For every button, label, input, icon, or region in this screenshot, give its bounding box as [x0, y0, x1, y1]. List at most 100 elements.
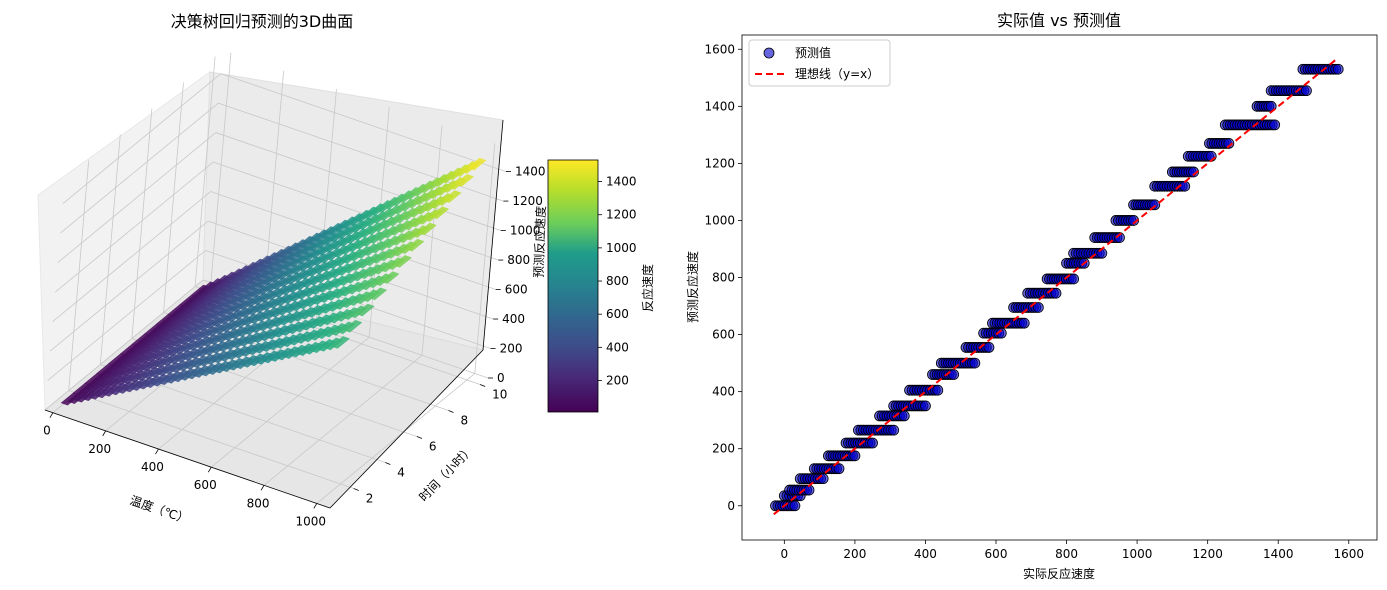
- x-tick-label: 0: [781, 547, 789, 561]
- x-axis-label: 实际反应速度: [1023, 566, 1095, 581]
- z-tick-label: 1000: [510, 224, 541, 238]
- grid-line: [47, 250, 206, 381]
- chart-title: 实际值 vs 预测值: [997, 11, 1121, 30]
- colorbar-tick-label: 200: [606, 374, 629, 388]
- data-point: [983, 342, 995, 353]
- surface-patch: [405, 238, 425, 252]
- colorbar-label: 反应速度: [640, 264, 655, 312]
- y-ticks: 2 4 6 8 10: [353, 384, 507, 506]
- data-point: [948, 369, 960, 380]
- colorbar-tick-label: 400: [606, 340, 629, 354]
- y-ticks: 0 200 400 600 800 1000 1200 1400 1600: [704, 42, 742, 513]
- z-tick-label: 200: [500, 342, 523, 356]
- scatter-points: [770, 63, 1344, 512]
- data-point: [1269, 119, 1281, 131]
- x-tick: [49, 412, 54, 418]
- scatter-chart: 实际值 vs 预测值 0 200 400 600 800 1000 1200 1400 1600…: [685, 11, 1378, 581]
- grid-line: [220, 73, 507, 172]
- y-tick-label: 8: [461, 414, 469, 428]
- z-axis-label: 预测反应速度: [531, 206, 549, 278]
- z-tick-label: 600: [505, 283, 528, 297]
- y-tick-label: 4: [397, 466, 405, 480]
- x-ticks: 0 200 400 600 800 1000 1200 1400 1600: [781, 540, 1364, 561]
- data-point: [1114, 232, 1125, 243]
- x-tick-label: 600: [194, 478, 217, 492]
- x-tick-label: 600: [985, 547, 1008, 561]
- grid-line: [99, 134, 121, 365]
- grid-line: [421, 125, 443, 356]
- grid-line: [52, 191, 211, 322]
- colorbar-ticks: 200 400 600 800 1000 1200 1400: [598, 175, 637, 388]
- x-ticks: 0 200 400 600 800 1000: [43, 412, 326, 528]
- z-tick-label: 1400: [515, 165, 546, 179]
- data-point: [898, 410, 910, 422]
- grid-line: [68, 390, 354, 489]
- x-tick: [102, 430, 107, 437]
- z-tick-label: 400: [502, 312, 525, 326]
- data-point: [1050, 287, 1062, 299]
- y-tick: [385, 462, 391, 465]
- y-axis-line: [329, 349, 484, 509]
- surface-patch: [442, 190, 462, 203]
- y-tick-label: 2: [366, 492, 374, 506]
- colorbar-tick-label: 1200: [606, 208, 637, 222]
- data-point: [817, 473, 829, 485]
- grid-line: [49, 220, 209, 352]
- x-tick-label: 200: [88, 442, 111, 456]
- data-point: [1068, 273, 1080, 285]
- y-tick-label: 1200: [704, 156, 735, 170]
- x-tick: [313, 503, 318, 509]
- data-point: [789, 500, 801, 512]
- y-tick: [448, 410, 454, 413]
- grid-line: [163, 82, 184, 313]
- data-point: [1332, 63, 1344, 75]
- y-tick-label: 1600: [704, 42, 735, 56]
- y-tick-label: 200: [712, 442, 735, 456]
- data-point: [1223, 138, 1235, 149]
- z-tick-label: 1200: [512, 194, 543, 208]
- y-tick-label: 1400: [704, 99, 735, 113]
- z-tick-label: 0: [497, 371, 505, 385]
- surface-patch: [330, 336, 350, 349]
- data-point: [932, 384, 944, 396]
- x-axis-label: 温度（℃）: [128, 492, 191, 526]
- z-tick-label: 800: [507, 253, 530, 267]
- legend-label-ideal: 理想线（y=x）: [795, 66, 879, 81]
- colorbar-tick-label: 1000: [606, 241, 637, 255]
- data-point: [867, 437, 878, 449]
- x-tick-label: 800: [247, 496, 270, 510]
- y-tick-label: 1000: [704, 213, 735, 227]
- x-tick-label: 1400: [1263, 547, 1294, 561]
- x-tick-label: 1000: [1122, 547, 1153, 561]
- surface-patch: [467, 157, 487, 171]
- grid-line: [263, 355, 423, 486]
- chart-title: 决策树回归预测的3D曲面: [171, 12, 354, 31]
- y-axis-label: 时间（小时）: [416, 443, 476, 505]
- y-tick: [416, 436, 423, 439]
- grid-line: [57, 132, 217, 263]
- x-tick: [260, 485, 265, 491]
- x-tick-label: 0: [43, 424, 51, 438]
- data-point: [1301, 85, 1312, 97]
- y-tick-label: 600: [712, 328, 735, 342]
- surface-patch: [355, 303, 375, 317]
- grid-line: [316, 373, 476, 504]
- grid-line: [213, 161, 499, 261]
- data-point: [1018, 317, 1030, 329]
- data-point: [888, 424, 900, 436]
- z-ticks: 0 200 400 600 800 1000 1200 1400: [488, 165, 545, 385]
- grid-line: [60, 102, 219, 234]
- legend: 预测值 理想线（y=x）: [748, 39, 891, 87]
- y-axis-label: 预测反应速度: [685, 251, 700, 323]
- data-point: [833, 463, 845, 475]
- surface-patch: [367, 287, 388, 301]
- surface-patch: [380, 271, 400, 284]
- grid-line: [62, 73, 222, 204]
- x-tick-label: 200: [843, 547, 866, 561]
- data-point: [1032, 302, 1044, 313]
- colorbar: [547, 159, 599, 413]
- colorbar-tick-label: 800: [606, 274, 629, 288]
- x-tick-label: 400: [141, 460, 164, 474]
